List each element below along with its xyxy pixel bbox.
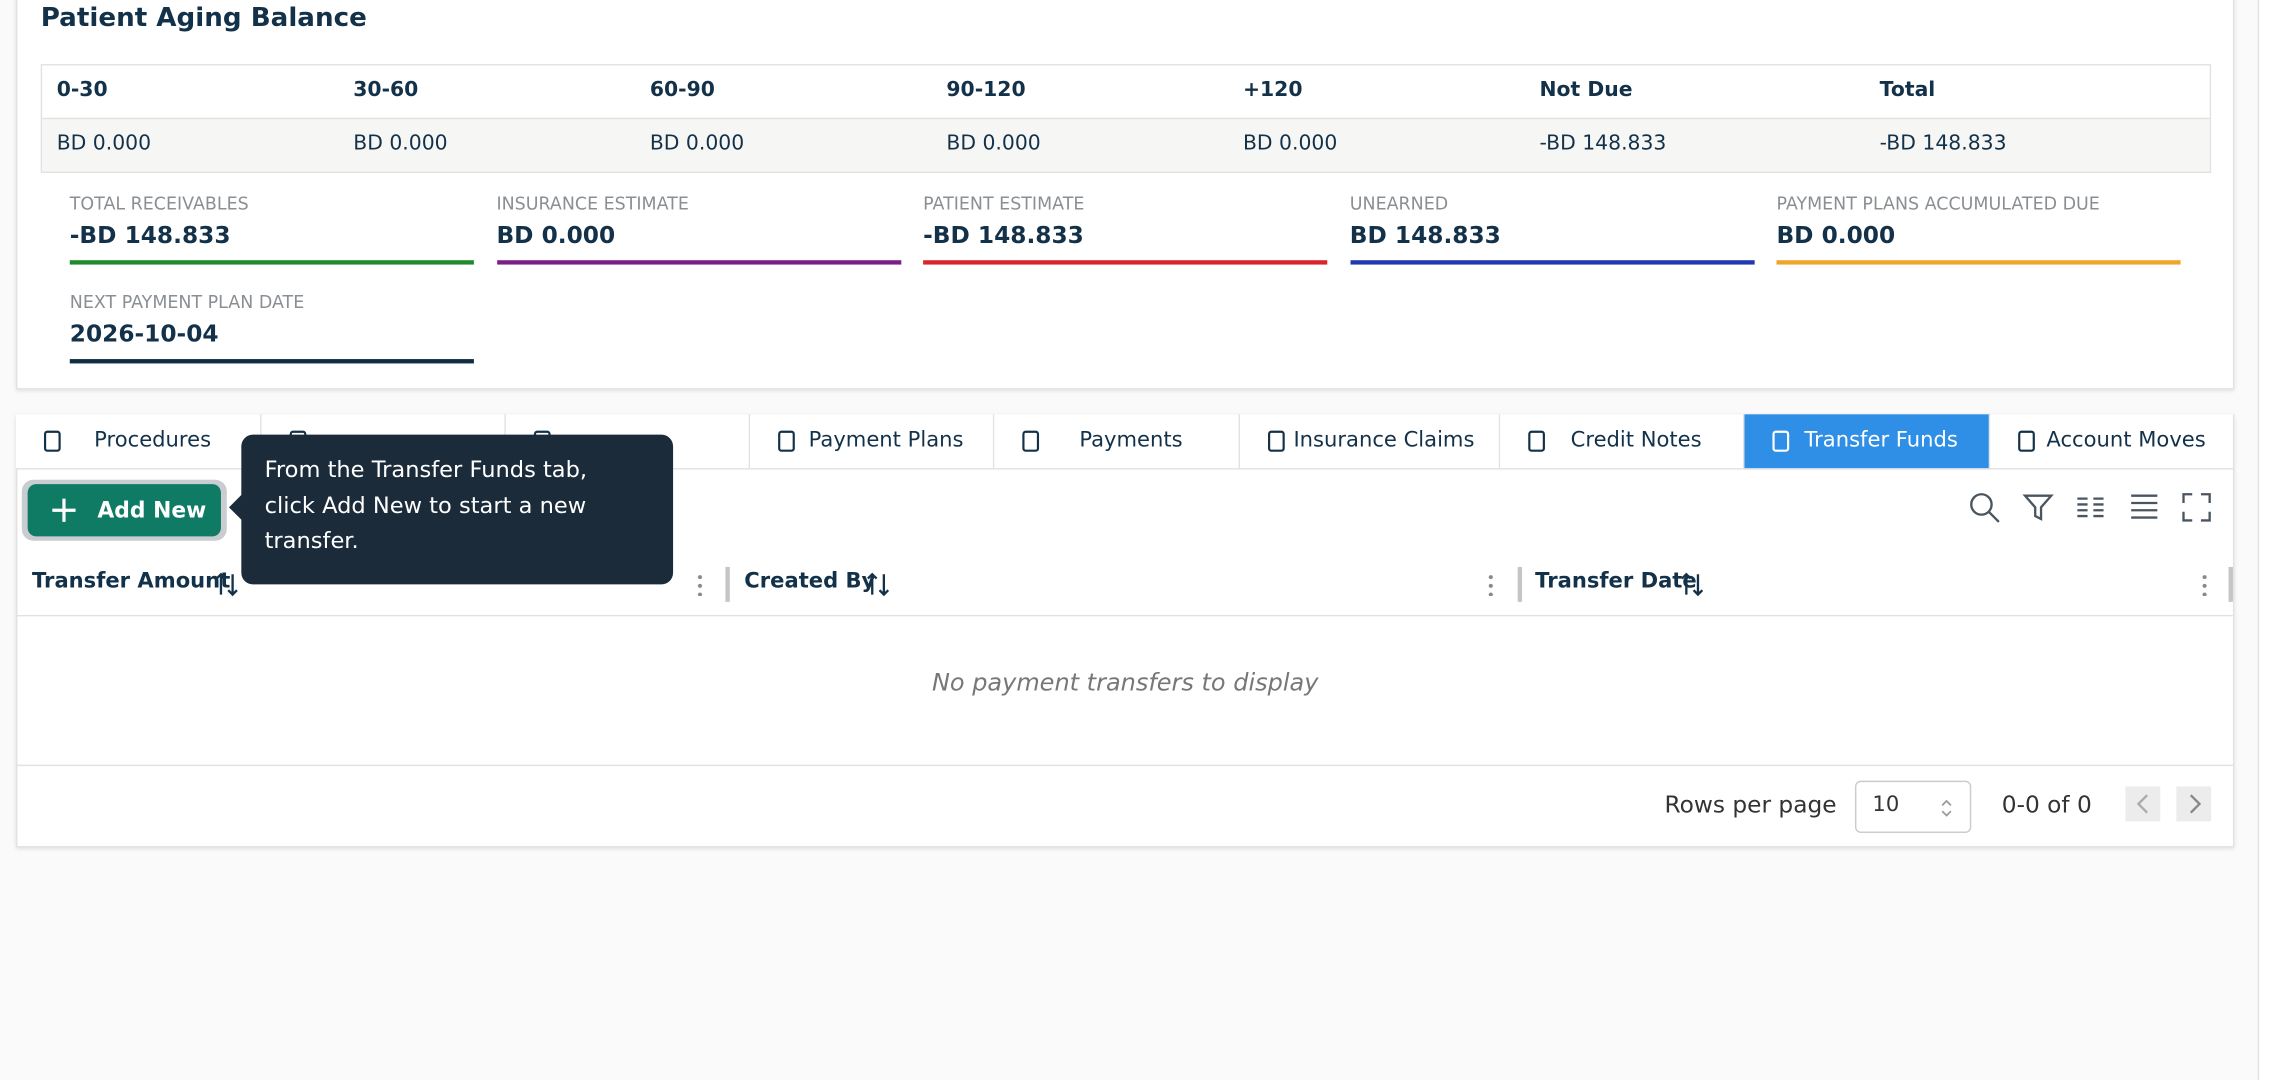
tab-label: Payments — [1079, 428, 1183, 453]
tab[interactable]: Account Moves — [1990, 414, 2235, 470]
filter-icon[interactable] — [2021, 490, 2056, 525]
summary-label: PAYMENT PLANS ACCUMULATED DUE — [1776, 193, 2100, 214]
tab[interactable]: Credit Notes — [1500, 414, 1745, 470]
add-new-label: Add New — [97, 497, 207, 524]
column-separator — [1517, 566, 1523, 602]
column-menu[interactable] — [2202, 572, 2207, 597]
aging-value: BD 0.000 — [353, 132, 448, 156]
aging-header: Not Due — [1539, 78, 1633, 102]
summary-underline — [496, 260, 901, 265]
aging-value: BD 0.000 — [56, 132, 152, 156]
add-new-inner: Add New — [27, 484, 221, 537]
rows-select-value: 10 — [1872, 793, 1900, 817]
rows-per-page-label: Rows per page — [1664, 790, 1837, 819]
tooltip-text: From the Transfer Funds tab, click Add N… — [264, 456, 588, 554]
sort-icon[interactable] — [209, 567, 244, 602]
tab[interactable]: Payment Plans — [750, 414, 995, 470]
next-page[interactable] — [2176, 786, 2217, 828]
aging-header: 30-60 — [353, 78, 419, 102]
summary-underline — [69, 260, 474, 265]
aging-value: -BD 148.833 — [1879, 132, 2007, 156]
summary-value: -BD 148.833 — [923, 220, 1084, 249]
aging-value: BD 0.000 — [649, 132, 745, 156]
tab-icon — [1526, 430, 1546, 453]
rows-select[interactable]: 10 — [1854, 780, 1972, 833]
aging-header: +120 — [1242, 78, 1303, 102]
summary-label: NEXT PAYMENT PLAN DATE — [69, 292, 305, 313]
tab-label: Transfer Funds — [1804, 428, 1958, 453]
tooltip: From the Transfer Funds tab, click Add N… — [228, 434, 674, 585]
sort-icon[interactable] — [1675, 567, 1710, 602]
aging-value: -BD 148.833 — [1539, 132, 1667, 156]
title: Patient Aging Balance — [40, 2, 367, 34]
tab[interactable]: Procedures — [15, 414, 262, 470]
summary-value: BD 0.000 — [496, 220, 616, 249]
tab-icon — [1266, 430, 1286, 453]
aging-value: BD 0.000 — [1242, 132, 1338, 156]
tab-icon — [42, 430, 62, 453]
empty-message: No payment transfers to display — [931, 668, 1319, 697]
summary-underline — [69, 359, 474, 364]
summary-value: 2026-10-04 — [69, 319, 219, 348]
aging-header: 60-90 — [649, 78, 715, 102]
header-divider — [17, 614, 2233, 617]
aging-header: 0-30 — [56, 78, 108, 102]
summary-label: TOTAL RECEIVABLES — [69, 193, 249, 214]
fullscreen-icon[interactable] — [2179, 490, 2214, 525]
summary-value: -BD 148.833 — [69, 220, 231, 249]
tab-label: Credit Notes — [1570, 428, 1702, 453]
density-icon[interactable] — [2127, 490, 2162, 525]
summary-label: UNEARNED — [1349, 193, 1449, 214]
column-separator — [725, 566, 730, 602]
summary-value: BD 0.000 — [1776, 220, 1896, 249]
footer-divider — [17, 764, 2233, 767]
search-icon[interactable] — [1967, 490, 2002, 525]
tab-label: Payment Plans — [808, 428, 964, 453]
summary-label: PATIENT ESTIMATE — [923, 193, 1085, 214]
column-separator — [2228, 566, 2233, 602]
prev-page[interactable] — [2125, 786, 2167, 828]
tab-icon — [776, 430, 796, 453]
tab-label: Insurance Claims — [1293, 428, 1475, 453]
add-new-button[interactable]: Add New — [21, 479, 227, 541]
tab-label: Procedures — [94, 428, 212, 453]
column-header[interactable]: Transfer Date — [1535, 569, 1697, 594]
tab-label: Account Moves — [2046, 428, 2206, 453]
tab-icon — [1021, 430, 1041, 453]
aging-header: Total — [1879, 78, 1936, 102]
aging-header: 90-120 — [946, 78, 1026, 102]
tab[interactable]: Insurance Claims — [1240, 414, 1501, 470]
summary-value: BD 148.833 — [1349, 220, 1501, 249]
columns-icon[interactable] — [2073, 490, 2108, 525]
aging-value: BD 0.000 — [946, 132, 1041, 156]
column-header[interactable]: Created By — [744, 569, 876, 594]
summary-label: INSURANCE ESTIMATE — [496, 193, 689, 214]
tab-icon — [1771, 430, 1791, 453]
column-menu[interactable] — [1488, 572, 1493, 597]
aging-values-row — [42, 117, 2210, 172]
column-header[interactable]: Transfer Amount — [31, 569, 231, 594]
summary-underline — [1776, 260, 2181, 265]
tab-icon — [2016, 430, 2036, 453]
range-label: 0-0 of 0 — [2001, 790, 2092, 819]
side-border — [2257, 0, 2278, 1080]
tab[interactable]: Transfer Funds — [1744, 414, 1991, 470]
summary-underline — [923, 260, 1328, 265]
tab[interactable]: Payments — [994, 414, 1241, 470]
sort-icon[interactable] — [861, 567, 896, 602]
column-menu[interactable] — [697, 572, 703, 597]
summary-underline — [1349, 260, 1754, 265]
